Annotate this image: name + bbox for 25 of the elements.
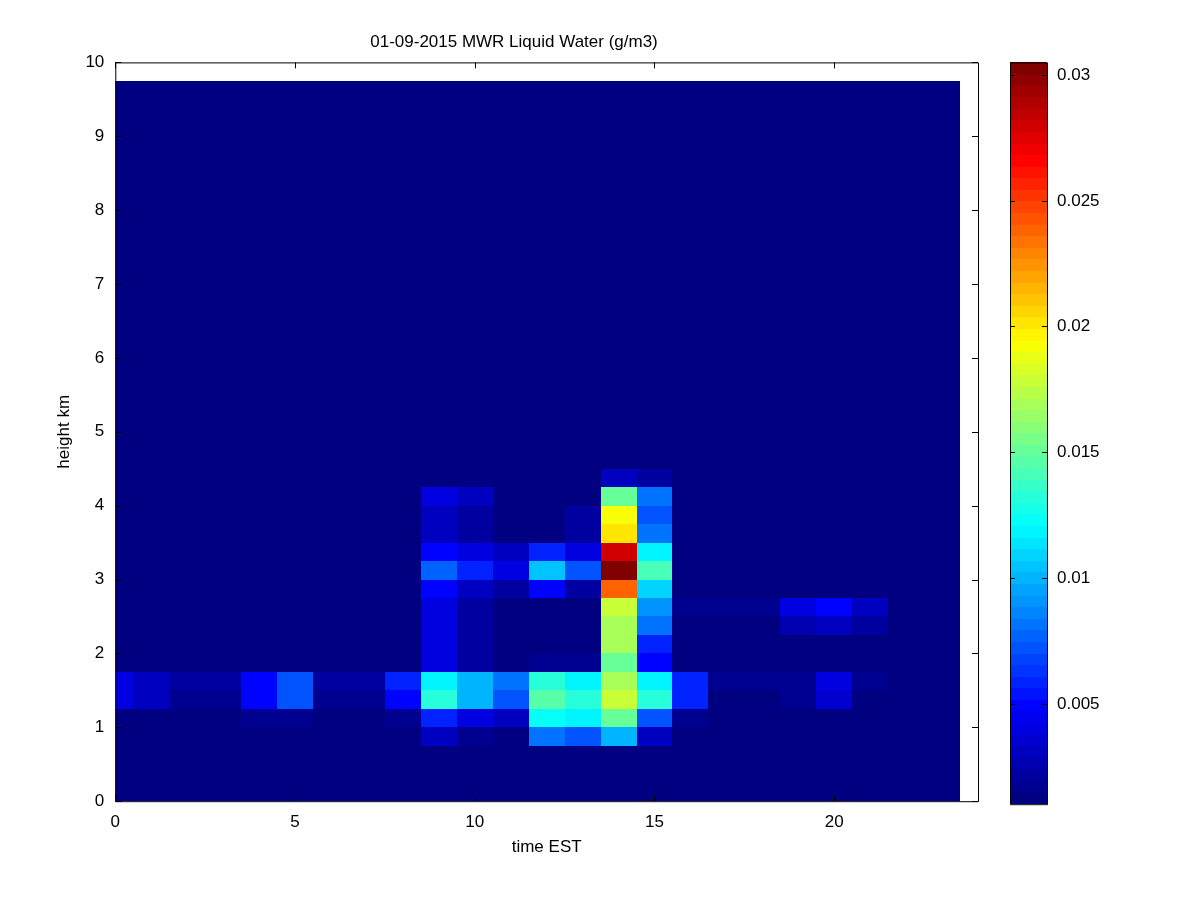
y-tick-label: 8 bbox=[94, 199, 105, 219]
x-axis-title: time EST bbox=[511, 837, 582, 857]
color-bar-label: 0.025 bbox=[1057, 191, 1100, 211]
chart-title: 01-09-2015 MWR Liquid Water (g/m3) bbox=[370, 31, 658, 51]
color-bar-label: 0.01 bbox=[1057, 568, 1091, 588]
x-tick-label: 10 bbox=[465, 812, 485, 832]
color-bar-label: 0.02 bbox=[1057, 316, 1091, 336]
color-bar-label: 0.03 bbox=[1057, 65, 1091, 85]
y-tick-label: 3 bbox=[94, 569, 105, 589]
y-tick-label: 2 bbox=[94, 643, 105, 663]
color-bar-label: 0.005 bbox=[1057, 694, 1100, 714]
y-tick-label: 5 bbox=[94, 421, 105, 441]
x-tick-label: 0 bbox=[110, 812, 121, 832]
x-tick-label: 5 bbox=[290, 812, 300, 832]
y-tick-label: 9 bbox=[94, 125, 105, 145]
x-tick-label: 15 bbox=[645, 812, 664, 832]
color-bar-label: 0.015 bbox=[1057, 442, 1100, 462]
y-tick-label: 10 bbox=[85, 52, 105, 72]
y-tick-label: 4 bbox=[94, 495, 105, 515]
y-tick-label: 6 bbox=[94, 347, 105, 367]
y-tick-label: 7 bbox=[94, 273, 105, 293]
x-tick-label: 20 bbox=[824, 812, 844, 832]
y-tick-label: 0 bbox=[94, 790, 105, 810]
y-tick-label: 1 bbox=[94, 717, 105, 737]
y-axis-title: height km bbox=[53, 394, 73, 469]
